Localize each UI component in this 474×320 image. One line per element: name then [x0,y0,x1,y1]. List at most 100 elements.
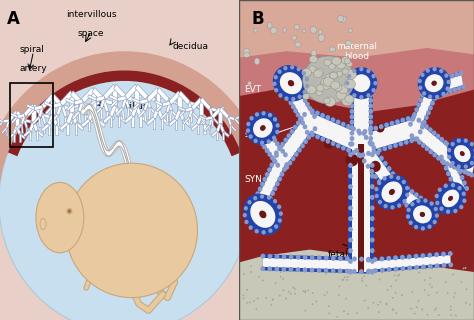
Ellipse shape [370,205,374,211]
Polygon shape [88,95,96,101]
Ellipse shape [469,303,471,305]
Ellipse shape [341,122,346,127]
Ellipse shape [464,138,468,143]
Ellipse shape [470,142,474,146]
Ellipse shape [435,95,439,99]
Ellipse shape [261,254,265,259]
Ellipse shape [370,163,374,168]
Polygon shape [24,120,28,129]
Ellipse shape [317,268,321,273]
Ellipse shape [244,48,249,55]
Ellipse shape [307,290,309,292]
Polygon shape [23,104,35,117]
Polygon shape [161,112,168,120]
Ellipse shape [419,196,423,201]
Ellipse shape [283,66,288,70]
Ellipse shape [439,155,444,160]
Ellipse shape [293,125,298,130]
Ellipse shape [362,158,366,164]
Ellipse shape [292,286,294,288]
Ellipse shape [428,105,433,110]
Polygon shape [131,105,138,117]
Ellipse shape [402,199,407,204]
Polygon shape [50,96,55,115]
Ellipse shape [336,91,346,100]
Ellipse shape [415,136,419,141]
Polygon shape [82,102,91,108]
Ellipse shape [266,139,271,144]
Ellipse shape [445,161,450,166]
Ellipse shape [382,181,402,203]
Ellipse shape [262,230,266,235]
Ellipse shape [441,92,446,96]
Ellipse shape [275,181,280,186]
Ellipse shape [0,70,250,320]
Ellipse shape [432,152,437,157]
Polygon shape [16,126,21,135]
Text: maternal
blood: maternal blood [336,42,377,61]
Ellipse shape [441,160,446,165]
Ellipse shape [346,276,348,278]
Polygon shape [197,124,199,134]
Polygon shape [132,98,140,104]
Ellipse shape [446,171,451,176]
Ellipse shape [368,125,373,130]
Ellipse shape [274,254,279,259]
Polygon shape [89,99,97,108]
Ellipse shape [342,279,344,281]
Ellipse shape [243,297,245,299]
Ellipse shape [348,163,353,168]
Text: EVT: EVT [244,85,261,94]
Ellipse shape [294,288,296,290]
Polygon shape [219,107,229,119]
Ellipse shape [279,81,284,86]
Ellipse shape [288,160,292,165]
Ellipse shape [435,92,439,98]
Ellipse shape [348,29,352,33]
Ellipse shape [274,150,279,156]
Polygon shape [166,112,169,123]
Polygon shape [133,99,141,108]
Polygon shape [175,120,177,130]
Polygon shape [118,116,120,127]
Ellipse shape [341,145,346,150]
Ellipse shape [450,314,452,316]
Ellipse shape [391,171,395,176]
Ellipse shape [304,310,306,312]
Ellipse shape [366,258,371,263]
Ellipse shape [283,278,284,280]
Polygon shape [196,115,202,125]
Ellipse shape [449,144,454,149]
Ellipse shape [397,180,401,185]
Ellipse shape [435,213,439,218]
Ellipse shape [253,196,257,200]
Bar [9,83,53,147]
Polygon shape [235,115,241,120]
Ellipse shape [325,115,330,120]
Ellipse shape [274,88,278,92]
Ellipse shape [270,163,274,168]
Ellipse shape [434,91,439,96]
Polygon shape [191,112,199,120]
Ellipse shape [394,176,399,181]
Polygon shape [112,86,118,106]
Ellipse shape [352,256,357,261]
Ellipse shape [408,122,413,127]
Ellipse shape [414,313,416,315]
Ellipse shape [452,164,456,170]
Polygon shape [178,91,190,105]
Polygon shape [8,133,14,140]
Ellipse shape [312,292,314,294]
Polygon shape [147,96,155,101]
Ellipse shape [462,180,467,186]
Polygon shape [204,125,210,132]
Polygon shape [443,143,474,177]
Polygon shape [75,123,77,135]
Ellipse shape [248,225,253,230]
Polygon shape [285,83,316,128]
Ellipse shape [338,85,348,94]
Ellipse shape [302,290,304,292]
Ellipse shape [459,205,464,209]
Ellipse shape [394,275,396,276]
Ellipse shape [470,154,474,159]
